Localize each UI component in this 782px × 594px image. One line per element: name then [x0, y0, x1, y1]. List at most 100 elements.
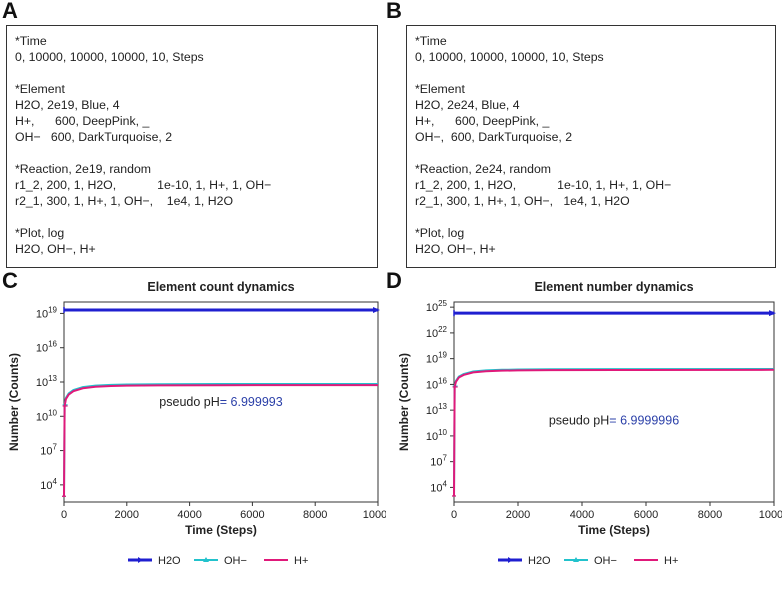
y-tick-label: 1019 — [426, 351, 448, 366]
legend-item: OH− — [564, 555, 617, 567]
script-line: r1_2, 200, 1, H2O, 1e-10, 1, H+, 1, OH− — [15, 178, 272, 192]
legend-label: OH− — [224, 555, 247, 567]
y-tick-label: 1022 — [426, 325, 448, 340]
y-tick-exponent: 4 — [443, 479, 448, 488]
legend-item: OH− — [194, 555, 247, 567]
plot-frame — [63, 301, 379, 503]
x-tick-label: 0 — [451, 509, 457, 521]
legend-item: H2O — [498, 555, 551, 567]
legend-marker — [508, 557, 513, 563]
legend-marker — [138, 557, 143, 563]
x-tick-label: 4000 — [570, 509, 594, 521]
pseudo-ph-annotation: pseudo pH= 6.9999996 — [549, 414, 679, 428]
script-line — [415, 209, 767, 225]
y-axis-label: Number (Counts) — [397, 353, 411, 451]
script-line: H+, 600, DeepPink, _ — [415, 114, 550, 128]
script-line: *Reaction, 2e19, random — [15, 162, 152, 176]
series-h2o — [63, 307, 380, 313]
input-script-box-b: *Time 0, 10000, 10000, 10000, 10, Steps *E… — [406, 25, 776, 268]
script-line: H2O, OH−, H+ — [15, 242, 96, 256]
script-line: r2_1, 300, 1, H+, 1, OH−, 1e4, 1, H2O — [415, 194, 630, 208]
legend-item: H2O — [128, 555, 181, 567]
y-tick-exponent: 13 — [438, 402, 447, 411]
y-tick-exponent: 13 — [48, 374, 57, 383]
legend-marker — [203, 557, 209, 562]
series-line — [63, 384, 379, 497]
chart-d: Element number dynamics 104 10 7 1010 1013 101… — [392, 272, 782, 594]
pseudo-ph-value: = 6.9999996 — [609, 414, 679, 428]
legend-marker — [573, 557, 579, 562]
x-axis-label: Time (Steps) — [578, 523, 650, 537]
series-h — [62, 384, 379, 497]
script-line: H2O, 2e19, Blue, 4 — [15, 98, 120, 112]
x-tick-label: 10000 — [363, 509, 386, 521]
y-tick-exponent: 4 — [53, 477, 58, 486]
chart-title: Element number dynamics — [534, 280, 693, 294]
legend-label: H+ — [664, 555, 678, 567]
x-tick-label: 6000 — [634, 509, 658, 521]
script-line: r2_1, 300, 1, H+, 1, OH−, 1e4, 1, H2O — [15, 194, 234, 208]
y-tick-label: 1010 — [426, 428, 448, 443]
y-tick-exponent: 25 — [438, 299, 447, 308]
input-script-box-a: *Time 0, 10000, 10000, 10000, 10, Steps *E… — [6, 25, 378, 268]
script-line: *Element — [15, 82, 65, 96]
y-tick-label: 1013 — [426, 402, 448, 417]
legend-label: H2O — [158, 555, 181, 567]
script-line: H+, 600, DeepPink, _ — [15, 114, 150, 128]
y-tick-exponent: 19 — [48, 305, 57, 314]
script-line — [15, 209, 369, 225]
chart-title: Element count dynamics — [147, 280, 294, 294]
chart-svg: Element number dynamics 104 10 7 1010 1013 101… — [397, 280, 782, 567]
y-tick-label: 1019 — [36, 305, 58, 320]
script-line — [15, 145, 369, 161]
y-tick-exponent: 22 — [438, 325, 447, 334]
series-h2o — [453, 310, 776, 317]
series-marker — [769, 310, 776, 317]
x-tick-label: 8000 — [698, 509, 722, 521]
y-tick-label: 104 — [40, 477, 57, 492]
script-line — [15, 65, 369, 81]
script-line — [415, 65, 767, 81]
x-tick-label: 6000 — [240, 509, 264, 521]
y-tick-exponent: 16 — [48, 340, 57, 349]
x-tick-label: 8000 — [303, 509, 327, 521]
x-tick-label: 10000 — [759, 509, 782, 521]
legend-label: OH− — [594, 555, 617, 567]
x-axis-label: Time (Steps) — [185, 523, 257, 537]
y-tick-label: 1016 — [426, 376, 448, 391]
script-line: *Time — [15, 34, 47, 48]
x-tick-label: 4000 — [177, 509, 201, 521]
script-line: r1_2, 200, 1, H2O, 1e-10, 1, H+, 1, OH− — [415, 178, 672, 192]
chart-c: Element count dynamics 104 107 1010 1013 1016… — [0, 272, 386, 594]
y-tick-exponent: 10 — [48, 408, 57, 417]
panel-label-d: D — [386, 268, 402, 293]
chart-svg: Element count dynamics104107101010131016… — [7, 280, 386, 567]
pseudo-ph-label: pseudo pH — [159, 395, 219, 409]
script-line: *Element — [415, 82, 465, 96]
pseudo-ph-label: pseudo pH — [549, 414, 609, 428]
script-line: H2O, 2e24, Blue, 4 — [415, 98, 520, 112]
y-tick-label: 104 — [430, 479, 447, 494]
script-line: 0, 10000, 10000, 10000, 10, Steps — [15, 50, 204, 64]
x-tick-label: 2000 — [115, 509, 139, 521]
y-tick-label: 1010 — [36, 408, 58, 423]
panel-label-c: C — [2, 268, 18, 293]
legend-label: H+ — [294, 555, 308, 567]
script-line: *Plot, log — [415, 226, 465, 240]
script-line: *Plot, log — [15, 226, 65, 240]
y-tick-exponent: 7 — [53, 443, 58, 452]
y-tick-label: 107 — [40, 443, 57, 458]
script-line: *Time — [415, 34, 447, 48]
x-tick-label: 0 — [61, 509, 67, 521]
pseudo-ph-value: = 6.999993 — [220, 395, 283, 409]
legend-item: H+ — [264, 555, 308, 567]
y-tick-exponent: 7 — [443, 454, 448, 463]
y-tick-exponent: 10 — [438, 428, 447, 437]
script-line: 0, 10000, 10000, 10000, 10, Steps — [415, 50, 604, 64]
legend-item: H+ — [634, 555, 678, 567]
panel-label-b: B — [386, 0, 402, 23]
script-line: H2O, OH−, H+ — [415, 242, 496, 256]
legend-label: H2O — [528, 555, 551, 567]
y-tick-exponent: 16 — [438, 376, 447, 385]
script-line: OH−, 600, DarkTurquoise, 2 — [415, 130, 573, 144]
